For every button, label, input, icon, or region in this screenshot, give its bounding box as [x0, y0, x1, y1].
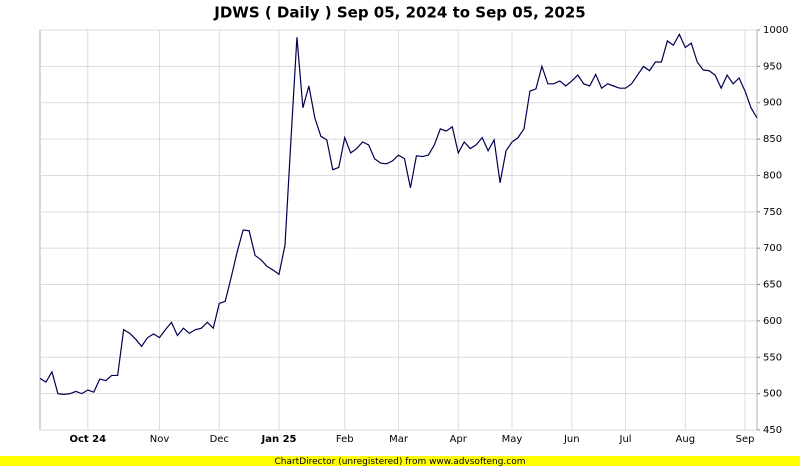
y-tick-label: 850: [763, 134, 782, 145]
y-tick-label: 900: [763, 98, 782, 109]
x-tick-label: Mar: [389, 434, 409, 445]
marks: [39, 33, 758, 395]
x-tick-label: Nov: [150, 434, 170, 445]
chart-title: JDWS ( Daily ) Sep 05, 2024 to Sep 05, 2…: [213, 4, 586, 22]
x-tick-label: Jan 25: [261, 434, 297, 445]
y-tick-label: 500: [763, 389, 782, 400]
x-tick-label: Sep: [736, 434, 755, 445]
x-tick-label: May: [502, 434, 523, 445]
y-tick-label: 800: [763, 170, 782, 181]
y-tick-label: 650: [763, 280, 782, 291]
footer-bar: [0, 456, 800, 466]
y-tick-label: 1000: [763, 25, 788, 36]
footer-text: ChartDirector (unregistered) from www.ad…: [274, 457, 525, 466]
y-tick-label: 750: [763, 207, 782, 218]
x-tick-label: Oct 24: [69, 434, 106, 445]
x-tick-label: Feb: [336, 434, 354, 445]
y-tick-label: 950: [763, 61, 782, 72]
x-tick-label: Apr: [450, 434, 468, 445]
price-line: [39, 33, 758, 395]
x-tick-label: Aug: [676, 434, 696, 445]
y-tick-label: 450: [763, 425, 782, 436]
y-tick-label: 600: [763, 316, 782, 327]
x-tick-label: Jun: [563, 434, 580, 445]
grid: [40, 29, 760, 431]
x-tick-label: Jul: [619, 434, 632, 445]
y-tick-label: 550: [763, 352, 782, 363]
y-tick-label: 700: [763, 243, 782, 254]
x-tick-label: Dec: [210, 434, 229, 445]
